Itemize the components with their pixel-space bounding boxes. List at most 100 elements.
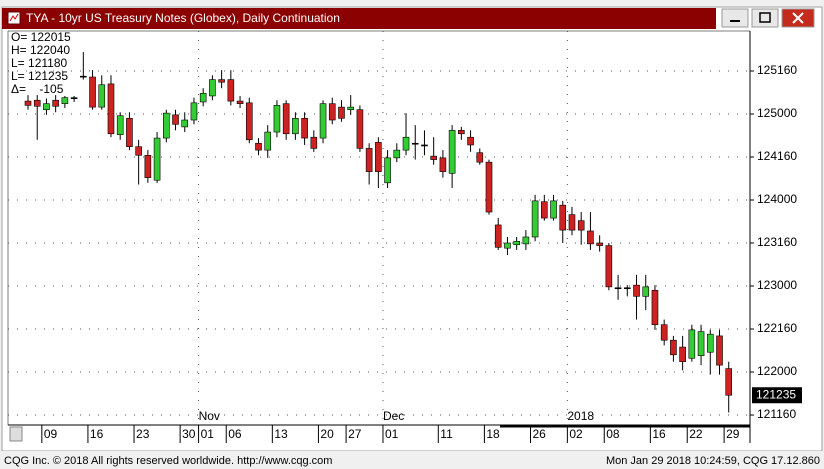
x-tick-label: 30	[182, 427, 196, 441]
candle	[494, 218, 502, 250]
candle	[172, 109, 179, 131]
candle	[264, 125, 272, 158]
candle-body	[614, 287, 622, 290]
x-tick-label: 02	[569, 427, 583, 441]
candle	[153, 132, 161, 183]
last-price-label: 121235	[756, 387, 796, 401]
candle	[393, 143, 401, 163]
candle	[319, 100, 327, 144]
candle-body	[522, 236, 530, 245]
candle	[365, 143, 373, 185]
candle-body	[282, 103, 290, 135]
x-tick-label: 13	[274, 427, 288, 441]
candle-body	[227, 79, 235, 102]
y-tick-label: 123000	[757, 278, 797, 292]
x-tick-label: 26	[532, 427, 546, 441]
candle-body	[568, 214, 576, 231]
candle	[513, 236, 520, 250]
x-tick-label: 18	[486, 427, 500, 441]
candle	[614, 274, 622, 300]
candle	[716, 329, 723, 375]
y-tick-label: 124000	[757, 192, 797, 206]
candle-body	[402, 136, 410, 151]
candle	[651, 285, 659, 330]
candle-body	[80, 75, 87, 78]
candle	[70, 95, 78, 102]
x-tick-label: 11	[440, 427, 453, 441]
candle-body	[255, 142, 262, 151]
candle	[522, 230, 530, 250]
candle	[338, 100, 345, 122]
candle-body	[236, 100, 244, 104]
candle	[144, 150, 152, 183]
candle-body	[577, 220, 585, 231]
candle	[89, 70, 96, 110]
candle-body	[199, 93, 207, 103]
candle	[679, 335, 686, 371]
scroll-button[interactable]	[9, 426, 23, 442]
candle-body	[651, 290, 659, 326]
window-title: TYA - 10yr US Treasury Notes (Globex), D…	[26, 11, 340, 25]
candle-body	[623, 287, 631, 290]
candle	[190, 97, 198, 125]
candle-body	[430, 155, 437, 160]
candle-body	[458, 130, 465, 135]
candle	[605, 243, 613, 291]
candle-body	[439, 157, 447, 172]
candle-body	[697, 331, 705, 356]
candle	[448, 125, 456, 188]
candle-body	[319, 103, 327, 139]
restore-button[interactable]	[751, 8, 779, 28]
candle	[541, 194, 548, 221]
candle-body	[679, 346, 686, 362]
candle-body	[301, 117, 308, 139]
candle-body	[70, 97, 78, 99]
period-label: Nov	[199, 409, 220, 423]
candle-body	[725, 368, 733, 396]
candle	[384, 150, 391, 188]
candle-body	[310, 136, 318, 149]
candle	[458, 126, 465, 140]
candle	[559, 200, 567, 244]
candle-body	[328, 103, 336, 121]
candle	[421, 130, 428, 156]
x-tick-label: 22	[689, 427, 703, 441]
candle-body	[245, 102, 253, 141]
candle	[310, 130, 318, 152]
candle	[577, 212, 585, 245]
candle-body	[384, 157, 391, 184]
candle-body	[531, 200, 539, 238]
candle-body	[550, 200, 557, 219]
candle	[98, 75, 106, 110]
candle	[633, 274, 640, 320]
minimize-button[interactable]	[721, 8, 749, 28]
candle	[550, 194, 557, 221]
y-tick-label: 123160	[757, 235, 797, 249]
candle	[596, 235, 603, 252]
candle	[411, 125, 419, 160]
candle-body	[633, 284, 640, 297]
y-tick-label: 122160	[757, 321, 797, 335]
candle-body	[116, 115, 124, 135]
candle	[706, 329, 714, 375]
candle-body	[476, 152, 484, 163]
candle	[218, 70, 225, 89]
x-tick-label: 08	[606, 427, 620, 441]
candle	[623, 285, 631, 297]
candle-body	[172, 114, 179, 125]
candle	[116, 112, 124, 140]
candle-body	[356, 109, 364, 149]
ohlc-readout: H= 122040	[11, 43, 70, 57]
candle-body	[467, 136, 474, 146]
candle-body	[190, 102, 198, 121]
candle-body	[33, 99, 41, 107]
candle-body	[218, 79, 225, 83]
title-bar	[2, 8, 716, 29]
candle	[126, 112, 133, 151]
ohlc-readout: O= 122015	[11, 30, 71, 44]
candle	[568, 206, 576, 236]
candle-body	[107, 83, 115, 135]
candle-body	[559, 204, 567, 231]
candle	[209, 75, 216, 101]
candle	[181, 112, 189, 133]
